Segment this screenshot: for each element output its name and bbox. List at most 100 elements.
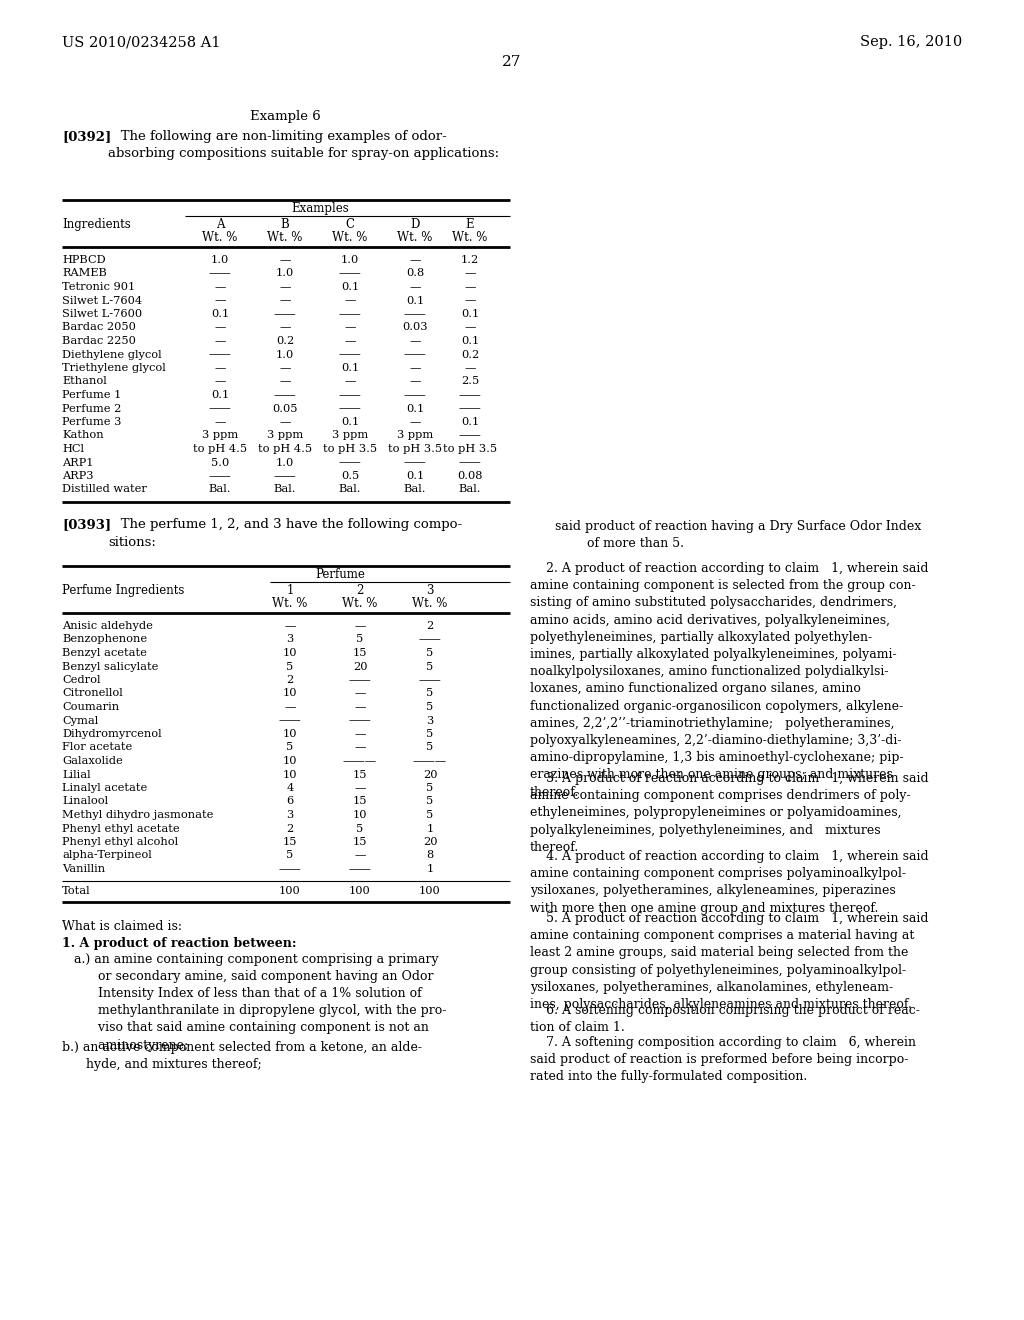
Text: 3: 3 <box>287 810 294 820</box>
Text: The following are non-limiting examples of odor-
absorbing compositions suitable: The following are non-limiting examples … <box>108 129 499 161</box>
Text: alpha-Terpineol: alpha-Terpineol <box>62 850 152 861</box>
Text: Perfume: Perfume <box>315 568 365 581</box>
Text: Benzophenone: Benzophenone <box>62 635 147 644</box>
Text: Linalyl acetate: Linalyl acetate <box>62 783 147 793</box>
Text: to pH 4.5: to pH 4.5 <box>258 444 312 454</box>
Text: —: — <box>410 255 421 265</box>
Text: ———: ——— <box>343 756 377 766</box>
Text: ——: —— <box>339 309 361 319</box>
Text: 5: 5 <box>287 742 294 752</box>
Text: Perfume 2: Perfume 2 <box>62 404 122 413</box>
Text: 0.2: 0.2 <box>275 337 294 346</box>
Text: —: — <box>410 282 421 292</box>
Text: 5: 5 <box>356 635 364 644</box>
Text: 3: 3 <box>426 583 434 597</box>
Text: ——: —— <box>339 389 361 400</box>
Text: 3 ppm: 3 ppm <box>267 430 303 441</box>
Text: —: — <box>344 376 355 387</box>
Text: 0.2: 0.2 <box>461 350 479 359</box>
Text: ——: —— <box>348 675 372 685</box>
Text: 2.5: 2.5 <box>461 376 479 387</box>
Text: —: — <box>354 620 366 631</box>
Text: ——: —— <box>339 350 361 359</box>
Text: Galaxolide: Galaxolide <box>62 756 123 766</box>
Text: Kathon: Kathon <box>62 430 103 441</box>
Text: 0.1: 0.1 <box>461 337 479 346</box>
Text: —: — <box>214 296 225 305</box>
Text: —: — <box>464 363 476 374</box>
Text: —: — <box>464 282 476 292</box>
Text: B: B <box>281 218 290 231</box>
Text: 100: 100 <box>280 886 301 895</box>
Text: to pH 3.5: to pH 3.5 <box>388 444 442 454</box>
Text: 5: 5 <box>426 689 433 698</box>
Text: [0393]: [0393] <box>62 517 112 531</box>
Text: —: — <box>410 417 421 426</box>
Text: —: — <box>344 322 355 333</box>
Text: 0.1: 0.1 <box>406 296 424 305</box>
Text: 0.05: 0.05 <box>272 404 298 413</box>
Text: 10: 10 <box>283 770 297 780</box>
Text: 0.1: 0.1 <box>406 471 424 480</box>
Text: Bal.: Bal. <box>209 484 231 495</box>
Text: 4: 4 <box>287 783 294 793</box>
Text: Ingredients: Ingredients <box>62 218 131 231</box>
Text: Anisic aldehyde: Anisic aldehyde <box>62 620 153 631</box>
Text: ——: —— <box>339 404 361 413</box>
Text: HCl: HCl <box>62 444 84 454</box>
Text: 27: 27 <box>503 55 521 69</box>
Text: Wt. %: Wt. % <box>333 231 368 244</box>
Text: Flor acetate: Flor acetate <box>62 742 132 752</box>
Text: Wt. %: Wt. % <box>267 231 303 244</box>
Text: 0.8: 0.8 <box>406 268 424 279</box>
Text: 0.1: 0.1 <box>341 363 359 374</box>
Text: E: E <box>466 218 474 231</box>
Text: 5: 5 <box>287 661 294 672</box>
Text: 2. A product of reaction according to claim  1, wherein said
amine containing co: 2. A product of reaction according to cl… <box>530 562 929 799</box>
Text: ——: —— <box>339 268 361 279</box>
Text: —: — <box>464 296 476 305</box>
Text: A: A <box>216 218 224 231</box>
Text: —: — <box>214 363 225 374</box>
Text: 1.0: 1.0 <box>275 458 294 467</box>
Text: —: — <box>354 783 366 793</box>
Text: ——: —— <box>209 350 231 359</box>
Text: 0.1: 0.1 <box>406 404 424 413</box>
Text: ——: —— <box>403 389 426 400</box>
Text: Wt. %: Wt. % <box>342 597 378 610</box>
Text: Coumarin: Coumarin <box>62 702 119 711</box>
Text: Phenyl ethyl acetate: Phenyl ethyl acetate <box>62 824 179 833</box>
Text: The perfume 1, 2, and 3 have the following compo-
sitions:: The perfume 1, 2, and 3 have the followi… <box>108 517 462 549</box>
Text: ARP3: ARP3 <box>62 471 93 480</box>
Text: ——: —— <box>348 865 372 874</box>
Text: 1.0: 1.0 <box>341 255 359 265</box>
Text: 5: 5 <box>426 742 433 752</box>
Text: —: — <box>354 729 366 739</box>
Text: 7. A softening composition according to claim  6, wherein
said product of reacti: 7. A softening composition according to … <box>530 1036 916 1084</box>
Text: RAMEB: RAMEB <box>62 268 106 279</box>
Text: ———: ——— <box>413 756 447 766</box>
Text: Wt. %: Wt. % <box>397 231 433 244</box>
Text: —: — <box>280 322 291 333</box>
Text: —: — <box>354 742 366 752</box>
Text: ——: —— <box>273 389 296 400</box>
Text: 0.1: 0.1 <box>211 389 229 400</box>
Text: 1.2: 1.2 <box>461 255 479 265</box>
Text: 1.0: 1.0 <box>275 350 294 359</box>
Text: Example 6: Example 6 <box>250 110 321 123</box>
Text: Bardac 2250: Bardac 2250 <box>62 337 136 346</box>
Text: 8: 8 <box>426 850 433 861</box>
Text: ——: —— <box>348 715 372 726</box>
Text: 5: 5 <box>426 810 433 820</box>
Text: 20: 20 <box>352 661 368 672</box>
Text: —: — <box>285 620 296 631</box>
Text: 10: 10 <box>283 756 297 766</box>
Text: 3. A product of reaction according to claim  1, wherein said
amine containing co: 3. A product of reaction according to cl… <box>530 772 929 854</box>
Text: —: — <box>280 376 291 387</box>
Text: Perfume Ingredients: Perfume Ingredients <box>62 583 184 597</box>
Text: C: C <box>345 218 354 231</box>
Text: 15: 15 <box>283 837 297 847</box>
Text: 2: 2 <box>287 824 294 833</box>
Text: Ethanol: Ethanol <box>62 376 106 387</box>
Text: Benzyl salicylate: Benzyl salicylate <box>62 661 159 672</box>
